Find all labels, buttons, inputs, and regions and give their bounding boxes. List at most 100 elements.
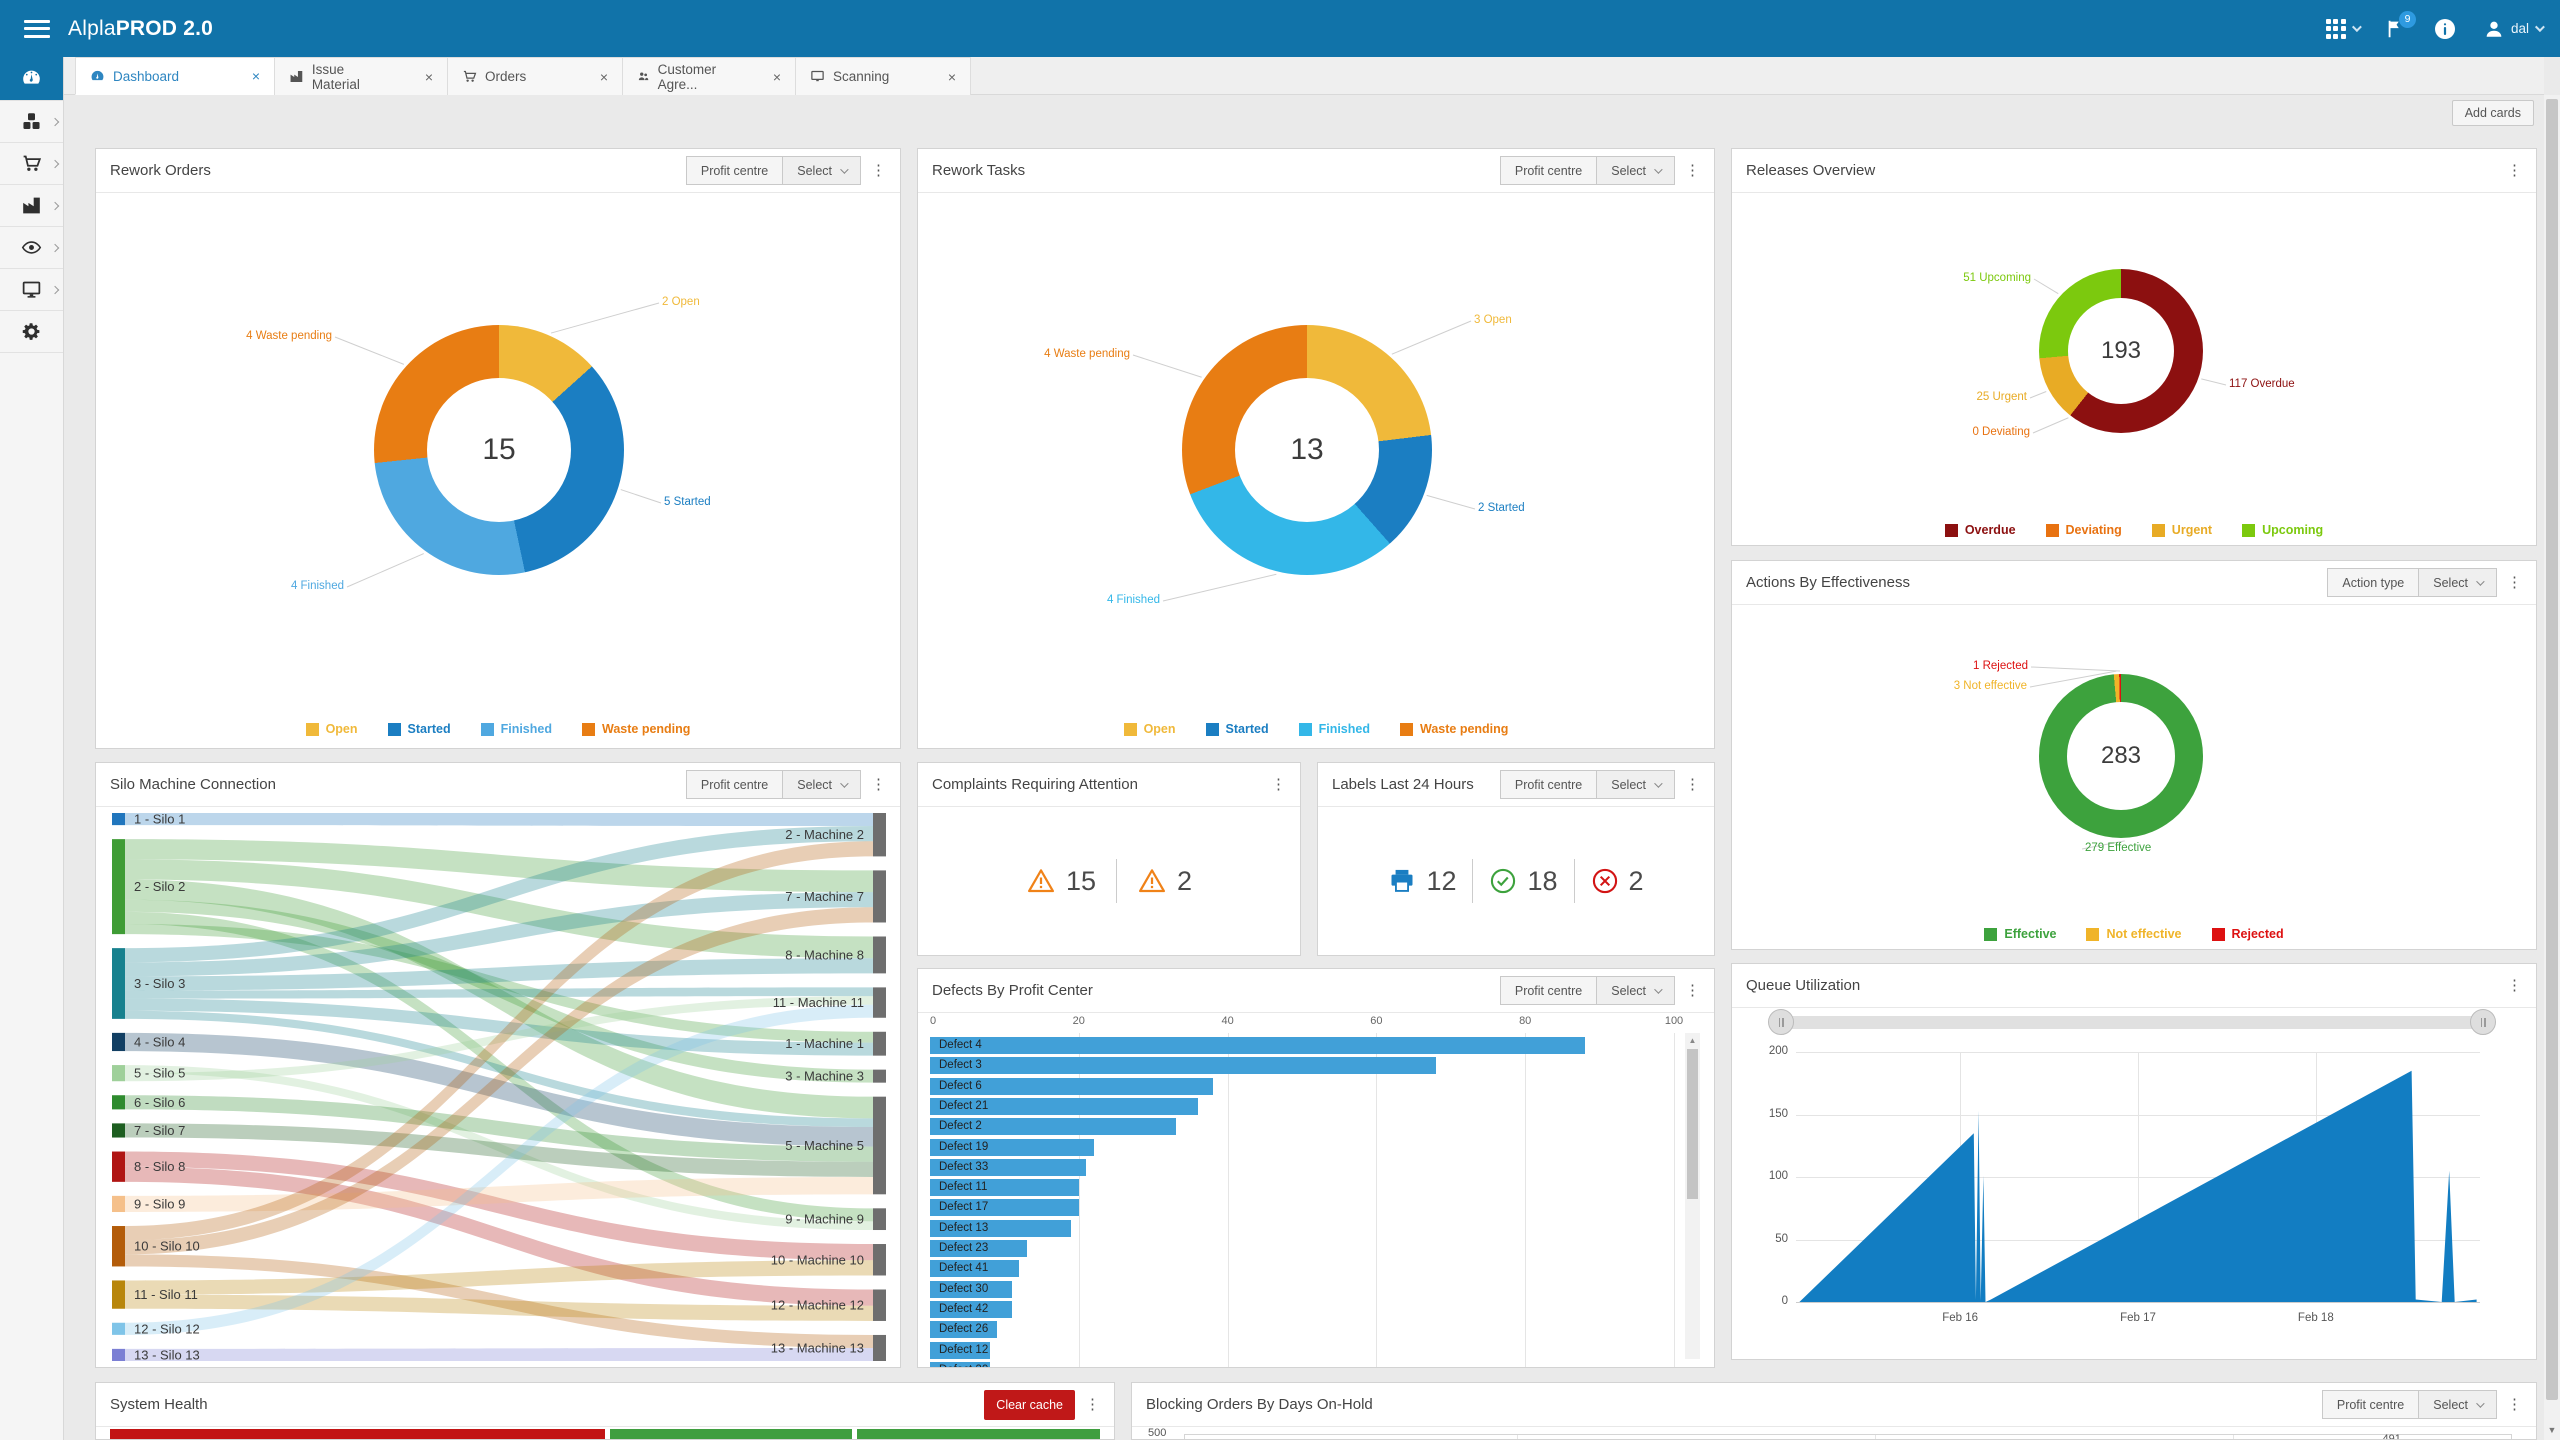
tab-orders[interactable]: Orders × <box>447 57 623 95</box>
donut-callout-label: 4 Waste pending <box>246 330 332 342</box>
legend-item[interactable]: Effective <box>1984 927 2056 941</box>
bar-label: Defect 20 <box>939 1364 988 1367</box>
kpi-value: 18 <box>1527 865 1558 896</box>
bar-label: Defect 2 <box>939 1120 982 1133</box>
profit-centre-select[interactable]: Select <box>1596 770 1675 799</box>
silo-machine-sankey-chart: 1 - Silo 1 2 - Silo 2 3 - Silo 3 4 - Silo 4… <box>96 807 900 1367</box>
labels-printed-kpi[interactable]: 12 <box>1388 866 1456 897</box>
card-header: Blocking Orders By Days On-Hold Profit c… <box>1132 1383 2536 1427</box>
sidebar-item-dashboard[interactable] <box>0 57 63 101</box>
user-menu[interactable]: dal <box>2483 18 2545 40</box>
profit-centre-select[interactable]: Select <box>1596 976 1675 1005</box>
legend-item[interactable]: Finished <box>1298 722 1370 736</box>
select-label: Select <box>1611 983 1646 998</box>
profit-centre-select[interactable]: Select <box>782 770 861 799</box>
close-icon[interactable]: × <box>947 68 956 85</box>
close-icon[interactable]: × <box>251 68 260 84</box>
scrollbar-thumb[interactable] <box>2546 99 2558 1400</box>
legend-item[interactable]: Open <box>305 722 358 736</box>
profit-centre-select[interactable]: Select <box>2418 1390 2497 1419</box>
slider-handle-right[interactable] <box>2470 1009 2496 1035</box>
rework-orders-donut-chart: 15 2 Open 5 Started 4 Finished 4 Waste pendi… <box>96 193 900 748</box>
legend-item[interactable]: Waste pending <box>582 722 690 736</box>
complaints-critical-kpi[interactable]: 2 <box>1137 866 1192 897</box>
sidebar-item-production[interactable] <box>0 185 63 227</box>
tab-customer-agreements[interactable]: Customer Agre... × <box>622 57 796 95</box>
legend-item[interactable]: Started <box>1205 722 1269 736</box>
tab-dashboard[interactable]: Dashboard × <box>75 57 275 95</box>
svg-text:9 - Silo 9: 9 - Silo 9 <box>134 1196 185 1211</box>
kebab-menu-icon[interactable]: ⋮ <box>2507 1396 2522 1413</box>
card-header: System Health Clear cache ⋮ <box>96 1383 1114 1427</box>
bar <box>930 1199 1079 1217</box>
page-scrollbar[interactable]: ▼ <box>2544 95 2560 1440</box>
legend-item[interactable]: Rejected <box>2211 927 2284 941</box>
monitor-icon <box>811 70 824 82</box>
time-range-slider[interactable] <box>1768 1009 2496 1035</box>
legend-item[interactable]: Urgent <box>2151 523 2212 537</box>
app-launcher-button[interactable] <box>2325 18 2362 39</box>
slider-handle-left[interactable] <box>1768 1009 1794 1035</box>
sidebar-item-materials[interactable] <box>0 101 63 143</box>
legend-label: Started <box>1225 722 1269 736</box>
x-axis-tick: 20 <box>1072 1015 1085 1027</box>
kebab-menu-icon[interactable]: ⋮ <box>1685 982 1700 999</box>
scrollbar-thumb[interactable] <box>1687 1049 1698 1199</box>
scroll-down-icon[interactable]: ▼ <box>2547 1425 2557 1435</box>
legend-item[interactable]: Deviating <box>2045 523 2122 537</box>
complaints-open-kpi[interactable]: 15 <box>1026 866 1096 897</box>
labels-error-kpi[interactable]: 2 <box>1591 866 1644 897</box>
tab-issue-material[interactable]: Issue Material × <box>274 57 448 95</box>
kebab-menu-icon[interactable]: ⋮ <box>2507 574 2522 591</box>
legend-item[interactable]: Waste pending <box>1400 722 1508 736</box>
add-cards-button[interactable]: Add cards <box>2451 100 2534 126</box>
notifications-button[interactable]: 9 <box>2385 10 2416 40</box>
labels-success-kpi[interactable]: 18 <box>1489 865 1558 897</box>
bar <box>930 1077 1213 1095</box>
legend-item[interactable]: Started <box>387 722 451 736</box>
profit-centre-select[interactable]: Select <box>782 156 861 185</box>
svg-text:1 - Silo 1: 1 - Silo 1 <box>134 812 185 827</box>
kebab-menu-icon[interactable]: ⋮ <box>1685 162 1700 179</box>
card-rework-tasks: Rework Tasks Profit centre Select ⋮ 13 3 … <box>917 148 1715 749</box>
action-type-select[interactable]: Select <box>2418 568 2497 597</box>
close-icon[interactable]: × <box>424 68 433 85</box>
legend-label: Rejected <box>2231 927 2284 941</box>
donut-total: 283 <box>2067 702 2175 810</box>
tab-scanning[interactable]: Scanning × <box>795 57 971 95</box>
chart-scrollbar[interactable]: ▲ <box>1685 1033 1700 1359</box>
legend-item[interactable]: Upcoming <box>2242 523 2323 537</box>
legend-item[interactable]: Open <box>1123 722 1176 736</box>
kebab-menu-icon[interactable]: ⋮ <box>2507 977 2522 994</box>
bar-row: Defect 19 <box>930 1138 1674 1156</box>
divider <box>1116 859 1117 903</box>
hamburger-menu-icon[interactable] <box>24 19 50 38</box>
sidebar-item-scanning[interactable] <box>0 269 63 311</box>
info-button[interactable] <box>2433 17 2457 41</box>
app-title-regular: Alpla <box>68 16 116 40</box>
legend-item[interactable]: Not effective <box>2086 927 2182 941</box>
sidebar-item-orders[interactable] <box>0 143 63 185</box>
close-icon[interactable]: × <box>772 68 781 85</box>
kebab-menu-icon[interactable]: ⋮ <box>1685 776 1700 793</box>
sidebar-item-settings[interactable] <box>0 311 63 353</box>
close-icon[interactable]: × <box>599 68 608 85</box>
kebab-menu-icon[interactable]: ⋮ <box>871 162 886 179</box>
sidebar-item-monitoring[interactable] <box>0 227 63 269</box>
legend-item[interactable]: Finished <box>480 722 552 736</box>
x-axis-tick: 0 <box>930 1015 937 1027</box>
svg-text:6 - Silo 6: 6 - Silo 6 <box>134 1095 185 1110</box>
system-health-bar <box>110 1429 1101 1439</box>
legend-item[interactable]: Overdue <box>1944 523 2016 537</box>
kebab-menu-icon[interactable]: ⋮ <box>2507 162 2522 179</box>
scroll-up-icon[interactable]: ▲ <box>1688 1036 1697 1045</box>
kebab-menu-icon[interactable]: ⋮ <box>871 776 886 793</box>
card-body: 12 18 2 <box>1318 807 1714 955</box>
clear-cache-button[interactable]: Clear cache <box>984 1389 1075 1420</box>
kebab-menu-icon[interactable]: ⋮ <box>1271 776 1286 793</box>
kebab-menu-icon[interactable]: ⋮ <box>1085 1396 1100 1413</box>
health-segment <box>110 1429 605 1439</box>
profit-centre-select[interactable]: Select <box>1596 156 1675 185</box>
chevron-down-icon <box>2476 576 2485 586</box>
chevron-right-icon <box>50 201 60 210</box>
